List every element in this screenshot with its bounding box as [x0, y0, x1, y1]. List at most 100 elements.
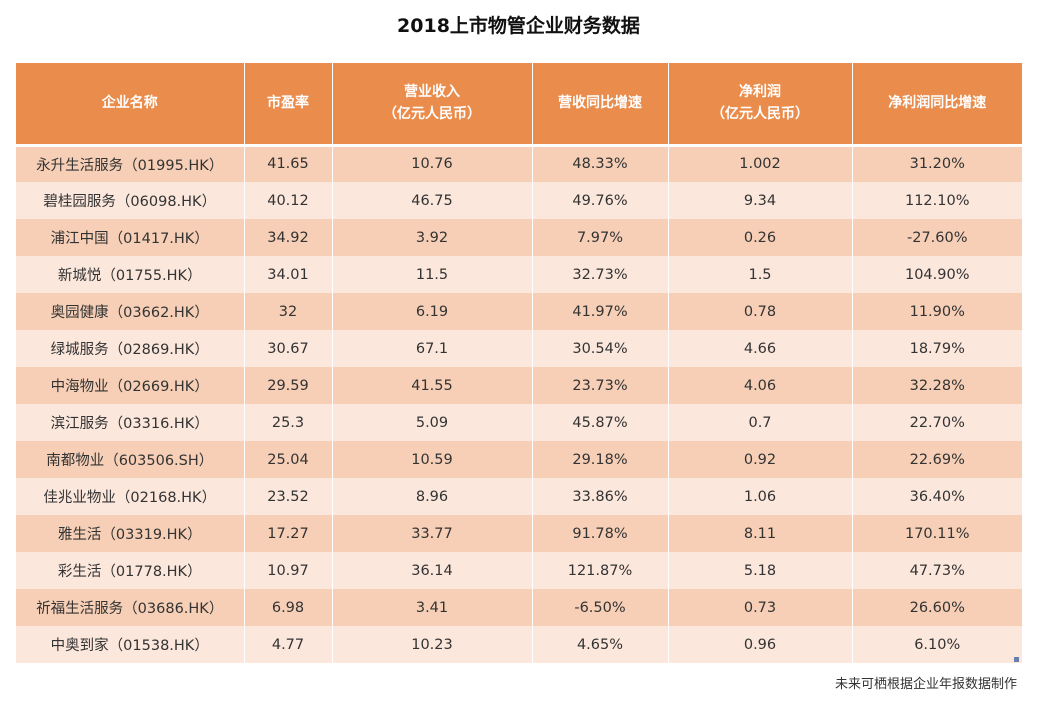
- cell-pe-ratio: 41.65: [244, 145, 333, 182]
- cell-net-profit: 0.78: [668, 293, 853, 330]
- cell-net-profit-growth: -27.60%: [852, 219, 1022, 256]
- cell-company-name: 彩生活（01778.HK）: [16, 552, 245, 589]
- cell-net-profit-growth: 32.28%: [852, 367, 1022, 404]
- cell-company-name: 佳兆业物业（02168.HK）: [16, 478, 245, 515]
- table-row: 雅生活（03319.HK） 17.27 33.77 91.78% 8.11 170.11%: [16, 515, 1022, 552]
- cell-net-profit: 9.34: [668, 182, 853, 219]
- header-revenue-growth: 营收同比增速: [532, 63, 669, 147]
- cell-net-profit: 4.06: [668, 367, 853, 404]
- cell-revenue: 46.75: [332, 182, 533, 219]
- cell-net-profit-growth: 31.20%: [852, 145, 1022, 182]
- cell-revenue-growth: 33.86%: [532, 478, 669, 515]
- cell-pe-ratio: 32: [244, 293, 333, 330]
- table-row: 碧桂园服务（06098.HK） 40.12 46.75 49.76% 9.34 112.1…: [16, 182, 1022, 219]
- cell-pe-ratio: 17.27: [244, 515, 333, 552]
- cell-company-name: 奥园健康（03662.HK）: [16, 293, 245, 330]
- cell-pe-ratio: 6.98: [244, 589, 333, 626]
- cell-net-profit: 0.73: [668, 589, 853, 626]
- cell-revenue: 10.23: [332, 626, 533, 663]
- cell-company-name: 新城悦（01755.HK）: [16, 256, 245, 293]
- table-row: 永升生活服务（01995.HK） 41.65 10.76 48.33% 1.002 31.…: [16, 145, 1022, 182]
- cell-revenue: 10.76: [332, 145, 533, 182]
- cell-pe-ratio: 4.77: [244, 626, 333, 663]
- table-row: 奥园健康（03662.HK） 32 6.19 41.97% 0.78 11.90%: [16, 293, 1022, 330]
- cell-pe-ratio: 40.12: [244, 182, 333, 219]
- cell-net-profit: 0.96: [668, 626, 853, 663]
- cell-revenue: 6.19: [332, 293, 533, 330]
- financial-data-table: 企业名称 市盈率 营业收入 （亿元人民币） 营收同比增速 净利润 （亿元人民币）…: [16, 63, 1022, 663]
- cell-net-profit-growth: 18.79%: [852, 330, 1022, 367]
- cell-company-name: 中奥到家（01538.HK）: [16, 626, 245, 663]
- table-row: 新城悦（01755.HK） 34.01 11.5 32.73% 1.5 104.90%: [16, 256, 1022, 293]
- cell-company-name: 永升生活服务（01995.HK）: [16, 145, 245, 182]
- header-revenue: 营业收入 （亿元人民币）: [332, 63, 533, 147]
- cell-company-name: 滨江服务（03316.HK）: [16, 404, 245, 441]
- table-row: 佳兆业物业（02168.HK） 23.52 8.96 33.86% 1.06 36.40%: [16, 478, 1022, 515]
- cell-net-profit-growth: 36.40%: [852, 478, 1022, 515]
- cell-net-profit: 0.92: [668, 441, 853, 478]
- cell-revenue: 33.77: [332, 515, 533, 552]
- cell-revenue: 11.5: [332, 256, 533, 293]
- cell-revenue-growth: 91.78%: [532, 515, 669, 552]
- cell-revenue-growth: 7.97%: [532, 219, 669, 256]
- cell-net-profit-growth: 6.10%: [852, 626, 1022, 663]
- cell-net-profit: 5.18: [668, 552, 853, 589]
- cell-net-profit: 1.002: [668, 145, 853, 182]
- table-row: 中海物业（02669.HK） 29.59 41.55 23.73% 4.06 32.28%: [16, 367, 1022, 404]
- cell-net-profit: 0.7: [668, 404, 853, 441]
- cell-net-profit-growth: 170.11%: [852, 515, 1022, 552]
- cell-net-profit-growth: 22.69%: [852, 441, 1022, 478]
- header-net-profit: 净利润 （亿元人民币）: [668, 63, 853, 147]
- table-row: 滨江服务（03316.HK） 25.3 5.09 45.87% 0.7 22.70%: [16, 404, 1022, 441]
- cell-revenue-growth: 121.87%: [532, 552, 669, 589]
- cell-net-profit-growth: 26.60%: [852, 589, 1022, 626]
- cell-net-profit-growth: 11.90%: [852, 293, 1022, 330]
- table-row: 中奥到家（01538.HK） 4.77 10.23 4.65% 0.96 6.10%: [16, 626, 1022, 663]
- cell-net-profit: 0.26: [668, 219, 853, 256]
- cell-revenue-growth: 32.73%: [532, 256, 669, 293]
- table-header-row: 企业名称 市盈率 营业收入 （亿元人民币） 营收同比增速 净利润 （亿元人民币）…: [16, 63, 1022, 147]
- cell-revenue: 3.41: [332, 589, 533, 626]
- cell-revenue-growth: 48.33%: [532, 145, 669, 182]
- cell-pe-ratio: 25.04: [244, 441, 333, 478]
- cell-revenue-growth: 45.87%: [532, 404, 669, 441]
- cell-revenue: 8.96: [332, 478, 533, 515]
- cell-revenue-growth: 23.73%: [532, 367, 669, 404]
- cell-revenue-growth: -6.50%: [532, 589, 669, 626]
- cell-revenue-growth: 4.65%: [532, 626, 669, 663]
- cell-company-name: 南都物业（603506.SH）: [16, 441, 245, 478]
- cell-pe-ratio: 25.3: [244, 404, 333, 441]
- cell-revenue-growth: 29.18%: [532, 441, 669, 478]
- header-company-name: 企业名称: [16, 63, 245, 147]
- table-body: 永升生活服务（01995.HK） 41.65 10.76 48.33% 1.002 31.…: [16, 145, 1022, 663]
- cell-net-profit: 1.5: [668, 256, 853, 293]
- cell-revenue-growth: 41.97%: [532, 293, 669, 330]
- page-title: 2018上市物管企业财务数据: [397, 15, 640, 37]
- cell-net-profit: 4.66: [668, 330, 853, 367]
- cell-net-profit: 1.06: [668, 478, 853, 515]
- cell-revenue: 36.14: [332, 552, 533, 589]
- header-net-profit-growth: 净利润同比增速: [852, 63, 1022, 147]
- source-note: 未来可栖根据企业年报数据制作: [834, 677, 1017, 692]
- cell-company-name: 祈福生活服务（03686.HK）: [16, 589, 245, 626]
- cell-revenue: 10.59: [332, 441, 533, 478]
- cell-company-name: 绿城服务（02869.HK）: [16, 330, 245, 367]
- cell-net-profit-growth: 22.70%: [852, 404, 1022, 441]
- cell-revenue-growth: 30.54%: [532, 330, 669, 367]
- cell-pe-ratio: 29.59: [244, 367, 333, 404]
- cell-net-profit-growth: 112.10%: [852, 182, 1022, 219]
- header-pe-ratio: 市盈率: [244, 63, 333, 147]
- cell-pe-ratio: 34.01: [244, 256, 333, 293]
- table-row: 南都物业（603506.SH） 25.04 10.59 29.18% 0.92 22.69…: [16, 441, 1022, 478]
- cell-company-name: 浦江中国（01417.HK）: [16, 219, 245, 256]
- cell-pe-ratio: 23.52: [244, 478, 333, 515]
- cell-pe-ratio: 10.97: [244, 552, 333, 589]
- cell-revenue: 41.55: [332, 367, 533, 404]
- table-row: 绿城服务（02869.HK） 30.67 67.1 30.54% 4.66 18.79%: [16, 330, 1022, 367]
- cell-company-name: 碧桂园服务（06098.HK）: [16, 182, 245, 219]
- cell-company-name: 雅生活（03319.HK）: [16, 515, 245, 552]
- corner-mark: [1014, 657, 1019, 662]
- cell-net-profit-growth: 47.73%: [852, 552, 1022, 589]
- table-row: 祈福生活服务（03686.HK） 6.98 3.41 -6.50% 0.73 26.60%: [16, 589, 1022, 626]
- cell-company-name: 中海物业（02669.HK）: [16, 367, 245, 404]
